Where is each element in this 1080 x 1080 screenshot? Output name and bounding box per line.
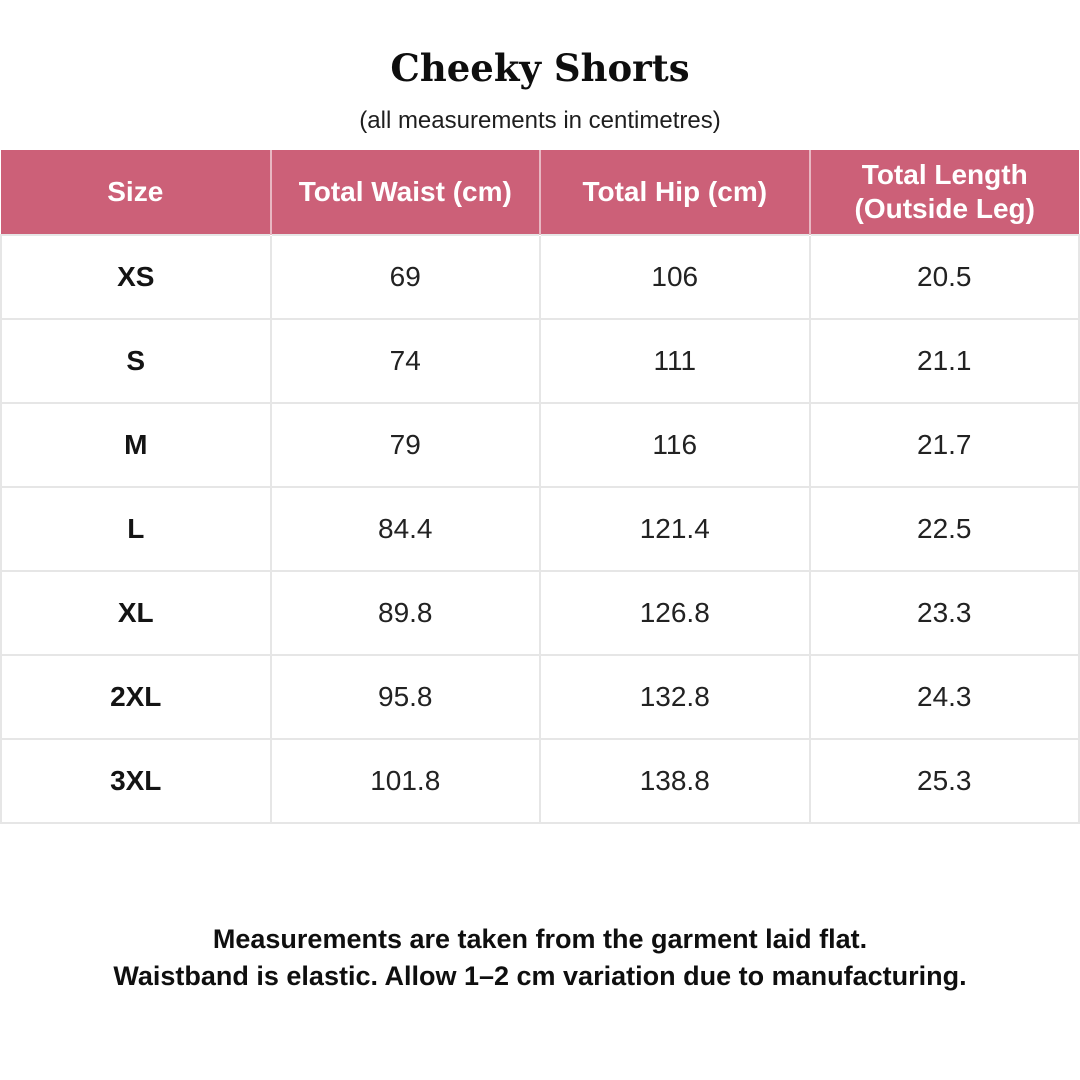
size-cell: S [0,318,272,404]
column-header: Total Length (Outside Leg) [809,150,1079,235]
column-header: Total Waist (cm) [270,150,541,235]
footer-note-line2: Waistband is elastic. Allow 1–2 cm varia… [113,961,967,991]
page-subtitle: (all measurements in centimetres) [359,107,721,134]
table-row: L 84.4 121.4 22.5 [0,486,1080,572]
size-table-header-row: Size Total Waist (cm) Total Hip (cm) Total … [1,150,1079,235]
size-table-body: XS 69 106 20.5 S 74 111 21.1 M 79 116 21.7 L 84.4 121.… [0,234,1080,824]
page-title: Cheeky Shorts [390,46,690,90]
size-cell: XS [0,234,272,320]
table-row: XL 89.8 126.8 23.3 [0,570,1080,656]
value-cell: 74 [269,318,541,404]
size-chart-table: Size Total Waist (cm) Total Hip (cm) Total … [0,150,1080,824]
value-cell: 20.5 [808,234,1080,320]
value-cell: 111 [539,318,811,404]
value-cell: 106 [539,234,811,320]
column-header: Total Hip (cm) [540,150,811,235]
column-header: Size [1,150,272,235]
size-table-head: Size Total Waist (cm) Total Hip (cm) Total … [1,150,1079,235]
value-cell: 79 [269,402,541,488]
value-cell: 138.8 [539,738,811,824]
value-cell: 22.5 [808,486,1080,572]
value-cell: 89.8 [269,570,541,656]
size-cell: L [0,486,272,572]
value-cell: 69 [269,234,541,320]
value-cell: 132.8 [539,654,811,740]
value-cell: 101.8 [269,738,541,824]
table-row: 2XL 95.8 132.8 24.3 [0,654,1080,740]
value-cell: 116 [539,402,811,488]
value-cell: 126.8 [539,570,811,656]
footer-note-line1: Measurements are taken from the garment … [212,924,868,954]
size-cell: XL [0,570,272,656]
size-cell: M [0,402,272,488]
footer-note: Measurements are taken from the garment … [0,921,1080,995]
value-cell: 84.4 [269,486,541,572]
value-cell: 95.8 [269,654,541,740]
value-cell: 23.3 [808,570,1080,656]
table-row: 3XL 101.8 138.8 25.3 [0,738,1080,824]
value-cell: 121.4 [539,486,811,572]
size-cell: 2XL [0,654,272,740]
value-cell: 21.1 [808,318,1080,404]
table-row: XS 69 106 20.5 [0,234,1080,320]
value-cell: 21.7 [808,402,1080,488]
table-row: M 79 116 21.7 [0,402,1080,488]
value-cell: 25.3 [808,738,1080,824]
size-cell: 3XL [0,738,272,824]
table-row: S 74 111 21.1 [0,318,1080,404]
value-cell: 24.3 [808,654,1080,740]
